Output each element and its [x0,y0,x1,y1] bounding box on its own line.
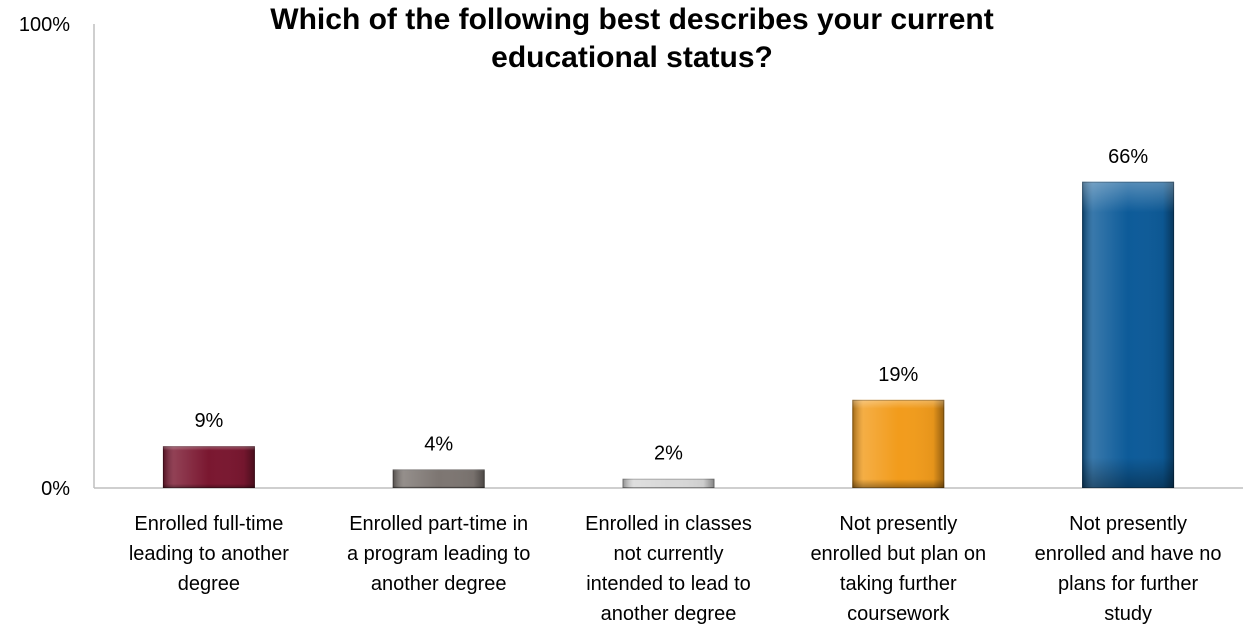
category-label-line: enrolled and have no [1035,543,1222,565]
category-label-line: enrolled but plan on [810,543,986,565]
category-label-line: degree [178,573,240,595]
bar-bevel-vertical [1082,181,1175,488]
category-label-line: leading to another [129,543,289,565]
category-label-2: Enrolled in classes not currently intended… [585,513,752,625]
category-label-line: coursework [847,603,950,625]
category-label-line: another degree [601,603,737,625]
bar-2 [622,478,715,489]
bar-bevel-vertical [622,478,715,488]
data-label-4: 66% [1108,146,1148,168]
data-label-1: 4% [424,433,453,455]
data-label-3: 19% [878,364,918,386]
category-label-line: Not presently [839,513,957,535]
category-label-line: Enrolled full-time [134,513,283,535]
category-labels: Enrolled full-time leading to another degr… [129,513,1222,625]
category-label-line: Not presently [1069,513,1187,535]
bar-bevel-vertical [392,469,485,488]
category-label-line: Enrolled in classes [585,513,752,535]
chart-title-line-1: Which of the following best describes yo… [270,3,993,36]
bar-3 [852,399,945,488]
category-label-0: Enrolled full-time leading to another degr… [129,513,289,595]
bar-series [162,181,1175,489]
category-label-line: plans for further [1058,573,1198,595]
y-tick-label-100: 100% [19,14,70,36]
category-label-line: Enrolled part-time in [349,513,528,535]
y-tick-label-0: 0% [41,478,70,500]
bar-outline [622,478,715,489]
category-label-line: not currently [613,543,723,565]
chart-title-line-2: educational status? [491,41,773,74]
category-label-line: study [1104,603,1152,625]
data-label-0: 9% [194,410,223,432]
bar-1 [392,469,485,489]
bar-outline [1082,181,1175,488]
bar-4 [1082,181,1175,488]
category-label-line: a program leading to [347,543,530,565]
bar-outline [852,399,945,488]
bar-0 [162,446,255,488]
bar-bevel-vertical [852,399,945,488]
category-label-line: intended to lead to [586,573,751,595]
bar-bevel-vertical [162,446,255,488]
category-label-line: another degree [371,573,507,595]
bar-outline [162,446,255,488]
category-label-4: Not presently enrolled and have no plans f… [1035,513,1222,625]
data-labels: 9% 4% 2% 19% 66% [194,146,1148,465]
bar-outline [392,469,485,489]
category-label-1: Enrolled part-time in a program leading t… [347,513,530,595]
data-label-2: 2% [654,443,683,465]
category-label-3: Not presently enrolled but plan on taking … [810,513,986,625]
category-label-line: taking further [840,573,957,595]
